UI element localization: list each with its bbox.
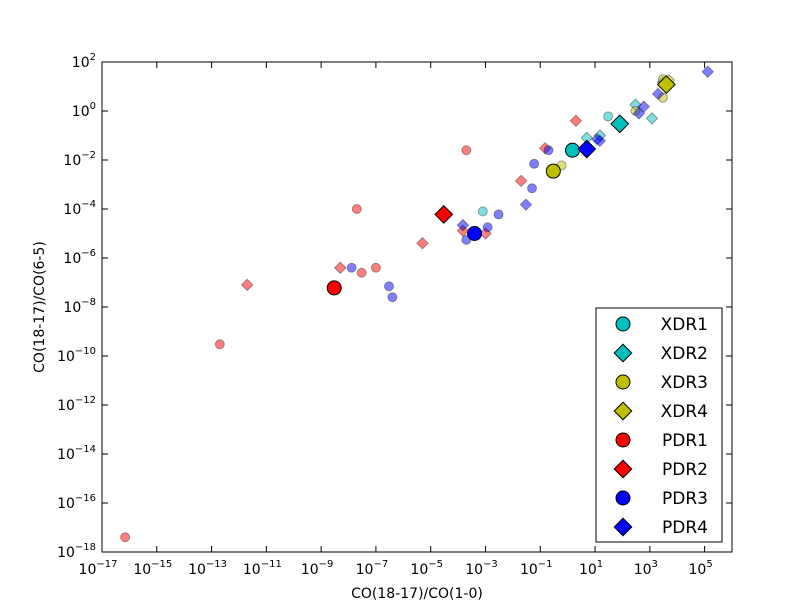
legend-marker-pdr2 xyxy=(613,459,633,479)
data-point-pdr2 xyxy=(240,278,254,292)
highlight-point-xdr4 xyxy=(656,75,676,95)
x-tick-label: 10−1 xyxy=(520,559,553,578)
y-tick-label: 10−16 xyxy=(57,493,96,512)
legend-marker-xdr3 xyxy=(615,374,631,390)
y-tick-label: 10−2 xyxy=(63,150,96,169)
data-point-pdr4 xyxy=(651,87,665,101)
y-tick-label: 10−10 xyxy=(57,346,96,365)
y-tick-label: 102 xyxy=(72,52,96,71)
legend-marker-xdr4 xyxy=(613,401,633,421)
y-axis-label: CO(18-17)/CO(6-5) xyxy=(32,241,48,373)
data-point-pdr2 xyxy=(333,261,347,275)
highlight-point-pdr3 xyxy=(467,226,483,241)
data-point-pdr4 xyxy=(637,100,651,114)
plot-frame xyxy=(101,61,733,553)
highlight-point-pdr1 xyxy=(326,280,342,296)
legend-label-xdr1: XDR1 xyxy=(661,315,708,335)
legend-label-xdr3: XDR3 xyxy=(661,373,708,393)
data-point-pdr1 xyxy=(120,532,131,543)
data-point-pdr1 xyxy=(461,145,472,156)
data-point-pdr3 xyxy=(529,158,540,169)
data-point-pdr1 xyxy=(351,204,362,214)
x-tick-label: 10−13 xyxy=(188,559,227,578)
x-tick-label: 10−15 xyxy=(133,559,172,578)
data-point-pdr4 xyxy=(519,198,533,212)
x-tick-label: 101 xyxy=(579,559,603,578)
x-tick-label: 10−9 xyxy=(301,559,334,578)
y-tick-label: 10−8 xyxy=(63,297,96,316)
data-point-pdr4 xyxy=(701,65,715,79)
legend-label-xdr2: XDR2 xyxy=(661,344,708,364)
y-tick-label: 100 xyxy=(72,101,96,120)
highlight-point-xdr3 xyxy=(545,163,561,179)
x-tick-label: 10−17 xyxy=(79,559,118,578)
highlight-point-xdr1 xyxy=(564,142,580,158)
data-point-pdr3 xyxy=(543,145,554,156)
legend-marker-xdr1 xyxy=(615,316,631,332)
data-point-pdr2 xyxy=(416,236,429,250)
data-point-pdr3 xyxy=(383,281,394,292)
y-tick-label: 10−14 xyxy=(57,444,96,463)
data-point-xdr2 xyxy=(645,112,659,125)
y-tick-label: 10−18 xyxy=(57,542,96,561)
x-tick-label: 103 xyxy=(634,559,658,578)
data-point-pdr3 xyxy=(527,183,538,194)
highlight-point-pdr4 xyxy=(577,139,597,159)
legend-marker-pdr4 xyxy=(613,517,633,537)
data-point-pdr1 xyxy=(356,267,367,278)
y-tick-label: 10−4 xyxy=(63,199,96,218)
data-point-pdr3 xyxy=(482,222,493,233)
legend-label-pdr3: PDR3 xyxy=(662,489,708,509)
highlight-point-pdr2 xyxy=(434,204,454,224)
legend-label-pdr2: PDR2 xyxy=(662,460,708,480)
x-tick-label: 105 xyxy=(689,559,713,578)
data-points xyxy=(120,65,715,543)
legend-label-pdr4: PDR4 xyxy=(662,518,708,538)
y-tick-label: 10−6 xyxy=(63,248,96,267)
legend-label-pdr1: PDR1 xyxy=(662,431,708,451)
data-point-xdr1 xyxy=(477,206,488,217)
data-point-xdr1 xyxy=(603,111,614,122)
legend-box xyxy=(595,307,723,543)
data-point-pdr1 xyxy=(214,339,225,350)
legend-marker-pdr1 xyxy=(615,432,631,448)
data-point-pdr3 xyxy=(346,262,357,273)
data-point-pdr4 xyxy=(456,218,470,232)
highlight-point-xdr2 xyxy=(610,114,630,134)
x-tick-label: 10−5 xyxy=(410,559,443,578)
data-point-pdr2 xyxy=(514,174,528,188)
legend: XDR1 XDR2 XDR3 XDR4 PDR1 PDR2 PDR3 PDR4 xyxy=(595,307,723,543)
y-tick-label: 10−12 xyxy=(57,395,96,414)
data-point-pdr1 xyxy=(370,262,381,273)
data-point-pdr4 xyxy=(632,107,646,120)
data-point-pdr3 xyxy=(493,209,504,220)
legend-label-xdr4: XDR4 xyxy=(661,402,708,422)
x-tick-label: 10−3 xyxy=(465,559,498,578)
data-point-pdr4 xyxy=(593,134,607,148)
legend-marker-xdr2 xyxy=(613,343,633,363)
legend-marker-pdr3 xyxy=(615,490,631,506)
x-axis-label: CO(18-17)/CO(1-0) xyxy=(351,586,483,602)
x-tick-label: 10−7 xyxy=(356,559,389,578)
data-point-pdr2 xyxy=(569,114,583,128)
data-point-pdr3 xyxy=(387,292,398,303)
x-tick-label: 10−11 xyxy=(243,559,282,578)
